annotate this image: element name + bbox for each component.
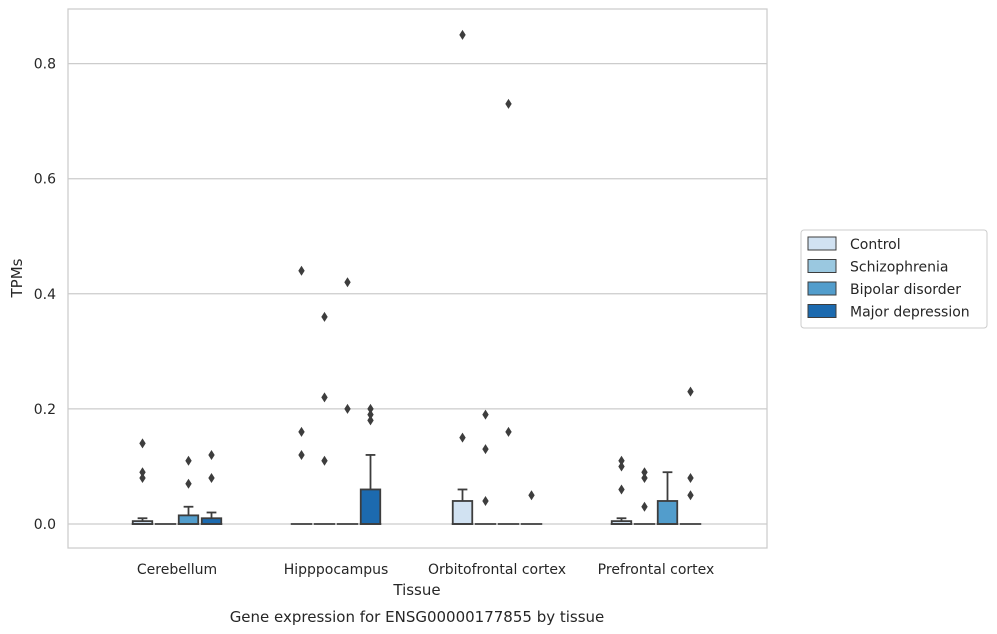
outlier-point: [321, 455, 328, 466]
outlier-point: [298, 265, 305, 276]
outlier-point: [482, 444, 489, 455]
x-tick-labels: Cerebellum Hipppocampus Orbitofrontal cort…: [137, 562, 714, 578]
outlier-point: [185, 478, 192, 489]
outlier-point: [459, 432, 466, 443]
legend-label: Schizophrenia: [850, 260, 948, 276]
chart-caption: Gene expression for ENSG00000177855 by t…: [230, 608, 605, 626]
box-body: [359, 488, 382, 525]
outlier-point: [528, 490, 535, 501]
outlier-point: [687, 490, 694, 501]
outlier-points: [139, 29, 694, 512]
outlier-point: [459, 29, 466, 40]
box-0-0: [131, 517, 154, 525]
outlier-point: [687, 472, 694, 483]
outlier-point: [641, 467, 648, 478]
box-1-3: [359, 454, 382, 525]
outlier-point: [641, 501, 648, 512]
outlier-point: [344, 403, 351, 414]
y-tick-label: 0.0: [34, 517, 56, 533]
outlier-point: [482, 409, 489, 420]
y-tick-label: 0.2: [34, 402, 56, 418]
outlier-point: [321, 311, 328, 322]
box-0-2: [177, 505, 200, 525]
box-groups: [131, 454, 702, 525]
legend-item: Major depression: [807, 304, 970, 321]
legend-label: Bipolar disorder: [850, 282, 961, 298]
legend-item: Control: [807, 236, 901, 253]
outlier-point: [344, 277, 351, 288]
outlier-point: [298, 426, 305, 437]
x-axis-title: Tissue: [392, 581, 440, 599]
legend-item: Schizophrenia: [807, 259, 948, 276]
box-2-0: [451, 488, 474, 525]
box-3-2: [656, 471, 679, 525]
plot-frame: [67, 8, 768, 549]
y-axis-title: TPMs: [8, 258, 26, 298]
x-tick-label: Hipppocampus: [284, 562, 389, 578]
outlier-point: [298, 449, 305, 460]
box-body: [177, 514, 200, 525]
outlier-point: [139, 438, 146, 449]
x-tick-label: Prefrontal cortex: [598, 562, 715, 578]
outlier-point: [618, 461, 625, 472]
outlier-point: [321, 392, 328, 403]
legend: Control Schizophrenia Bipolar disorder Majo…: [800, 229, 988, 329]
y-tick-label: 0.8: [34, 57, 56, 73]
outlier-point: [208, 449, 215, 460]
legend-swatch: [807, 304, 837, 318]
box-body: [451, 500, 474, 525]
outlier-point: [505, 426, 512, 437]
legend-label: Major depression: [850, 305, 970, 321]
y-tick-label: 0.6: [34, 172, 56, 188]
legend-swatch: [807, 281, 837, 296]
legend-swatch: [807, 236, 837, 251]
y-tick-label: 0.4: [34, 287, 56, 303]
outlier-point: [367, 403, 374, 414]
outlier-point: [641, 472, 648, 483]
x-tick-label: Cerebellum: [137, 562, 217, 578]
outlier-point: [618, 455, 625, 466]
outlier-point: [687, 386, 694, 397]
outlier-point: [618, 484, 625, 495]
box-body: [656, 500, 679, 525]
outlier-point: [139, 472, 146, 483]
outlier-point: [367, 409, 374, 420]
box-0-3: [200, 511, 223, 525]
outlier-point: [185, 455, 192, 466]
legend-label: Control: [850, 237, 901, 253]
box-3-0: [610, 517, 633, 525]
outlier-point: [505, 98, 512, 109]
outlier-point: [208, 472, 215, 483]
legend-frame: [800, 229, 988, 329]
outlier-point: [367, 415, 374, 426]
outlier-point: [482, 495, 489, 506]
legend-swatch: [807, 259, 837, 273]
legend-item: Bipolar disorder: [807, 281, 961, 298]
y-tick-labels: 0.0 0.2 0.4 0.6 0.8: [34, 57, 56, 533]
x-tick-label: Orbitofrontal cortex: [428, 562, 566, 578]
outlier-point: [139, 467, 146, 478]
